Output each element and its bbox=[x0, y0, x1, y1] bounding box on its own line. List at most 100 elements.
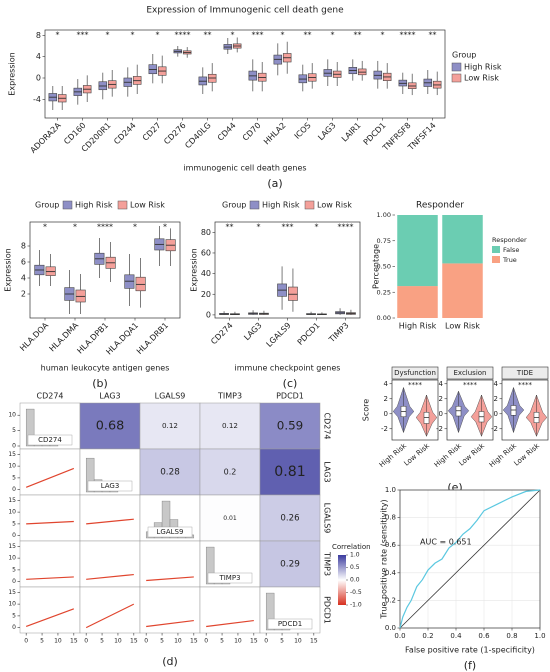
y-tick-label: 0 bbox=[12, 578, 16, 585]
cell-frame bbox=[199, 586, 261, 634]
cell-frame bbox=[79, 494, 141, 542]
legend-swatch bbox=[451, 73, 462, 83]
x-tick-label: CD44 bbox=[216, 121, 238, 143]
panel-label: (d) bbox=[162, 655, 178, 668]
y-tick-label: 5 bbox=[12, 474, 16, 481]
x-tick-label: 15 bbox=[250, 638, 258, 645]
significance: **** bbox=[338, 223, 354, 232]
significance: * bbox=[56, 31, 60, 40]
x-axis-label: immune checkpoint genes bbox=[235, 364, 341, 373]
column-header: PDCD1 bbox=[276, 392, 304, 401]
bar-segment bbox=[397, 215, 438, 287]
y-tick-label: 1.0 bbox=[385, 486, 396, 494]
y-tick-label: 0 bbox=[12, 532, 16, 539]
significance: * bbox=[257, 223, 261, 232]
y-tick-label: 2 bbox=[439, 395, 443, 403]
x-tick-label: HLA.DQA1 bbox=[104, 321, 140, 357]
correlation-cell bbox=[259, 540, 321, 588]
plot-frame bbox=[44, 29, 446, 119]
x-tick-label: 0 bbox=[84, 638, 88, 645]
x-tick-label: 10 bbox=[174, 638, 182, 645]
x-tick-label: PDCD1 bbox=[296, 321, 322, 347]
y-axis-label: Score bbox=[362, 399, 371, 421]
significance: *** bbox=[252, 31, 264, 40]
significance: * bbox=[133, 223, 137, 232]
legend-swatch bbox=[492, 256, 500, 263]
diagonal-label: TIMP3 bbox=[218, 574, 240, 582]
legend-label: True bbox=[502, 256, 517, 264]
y-axis-label: True positive rate (sensitivity) bbox=[380, 499, 389, 619]
x-tick-label: ADORA2A bbox=[29, 120, 63, 154]
y-tick-label: 0.0 bbox=[385, 624, 396, 632]
reference-line bbox=[399, 489, 541, 629]
correlation-label: 0.12 bbox=[162, 421, 178, 430]
legend-label: High Risk bbox=[75, 201, 113, 210]
x-tick-label: CD274 bbox=[209, 321, 234, 346]
y-tick-label: 0.75 bbox=[377, 237, 391, 245]
legend-label: Low Risk bbox=[317, 201, 352, 210]
legend-title: Group bbox=[222, 201, 246, 210]
y-tick-label: 4 bbox=[384, 380, 389, 388]
y-tick-label: 0 bbox=[12, 443, 16, 450]
x-tick-label: 10 bbox=[234, 638, 242, 645]
x-tick-label: HHLA2 bbox=[262, 121, 288, 147]
x-tick-label: 5 bbox=[40, 638, 44, 645]
legend-swatch bbox=[249, 200, 260, 210]
x-tick-label: 0.2 bbox=[422, 632, 433, 640]
cell-frame bbox=[139, 586, 201, 634]
y-tick-label: 15 bbox=[8, 543, 16, 550]
y-tick-label: 15 bbox=[8, 589, 16, 596]
significance: * bbox=[131, 31, 135, 40]
column-header: LAG3 bbox=[99, 392, 120, 401]
y-tick-label: 2 bbox=[494, 395, 498, 403]
y-tick-label: 0 bbox=[439, 410, 443, 418]
y-tick-label: 10 bbox=[8, 509, 16, 516]
strip bbox=[391, 366, 439, 380]
correlation-cell bbox=[199, 494, 261, 542]
significance: **** bbox=[518, 381, 533, 389]
row-header: PDCD1 bbox=[323, 596, 332, 624]
y-axis-label: Expression bbox=[8, 52, 17, 95]
y-tick-label: 0 bbox=[12, 486, 16, 493]
significance: * bbox=[231, 31, 235, 40]
facet-title: TIDE bbox=[516, 369, 533, 377]
x-tick-label: LAG3 bbox=[316, 121, 337, 142]
x-tick-label: Low Risk bbox=[458, 441, 487, 467]
y-axis-label: Percentage bbox=[372, 244, 381, 289]
x-tick-label: 5 bbox=[160, 638, 164, 645]
fit-line bbox=[25, 608, 75, 628]
fit-line bbox=[26, 576, 74, 580]
correlation-cell bbox=[259, 448, 321, 496]
y-tick-label: 15 bbox=[8, 497, 16, 504]
column-header: TIMP3 bbox=[217, 392, 242, 401]
significance: * bbox=[73, 223, 77, 232]
cell-frame bbox=[19, 494, 81, 542]
significance: * bbox=[381, 31, 385, 40]
diagonal-label-box bbox=[147, 526, 193, 538]
cell-frame bbox=[19, 540, 81, 588]
correlation-cell bbox=[259, 402, 321, 450]
significance: **** bbox=[400, 31, 416, 40]
x-tick-label: 10 bbox=[114, 638, 122, 645]
significance: ** bbox=[354, 31, 362, 40]
legend-title: Group bbox=[452, 51, 476, 60]
diagonal-label-box bbox=[207, 572, 253, 584]
colorbar-title: Correlation bbox=[332, 543, 371, 551]
colorbar-tick-label: -1.0 bbox=[350, 602, 362, 609]
x-tick-label: 0.4 bbox=[450, 632, 462, 640]
y-axis-label: Expression bbox=[190, 248, 199, 291]
legend-title: Responder bbox=[492, 236, 527, 244]
correlation-label: 0.26 bbox=[280, 514, 299, 524]
y-tick-label: -2 bbox=[381, 425, 388, 433]
column-header: LGALS9 bbox=[155, 392, 186, 401]
fit-line bbox=[86, 573, 134, 580]
diagonal-label: PDCD1 bbox=[278, 620, 302, 628]
x-tick-label: 5 bbox=[280, 638, 284, 645]
colorbar-tick-label: -0.5 bbox=[350, 589, 362, 596]
row-header: CD274 bbox=[323, 412, 332, 439]
x-tick-label: 0 bbox=[204, 638, 208, 645]
y-tick-label: 8 bbox=[36, 31, 41, 40]
y-tick-label: 0 bbox=[206, 310, 211, 319]
x-tick-label: LGALS9 bbox=[265, 321, 293, 349]
